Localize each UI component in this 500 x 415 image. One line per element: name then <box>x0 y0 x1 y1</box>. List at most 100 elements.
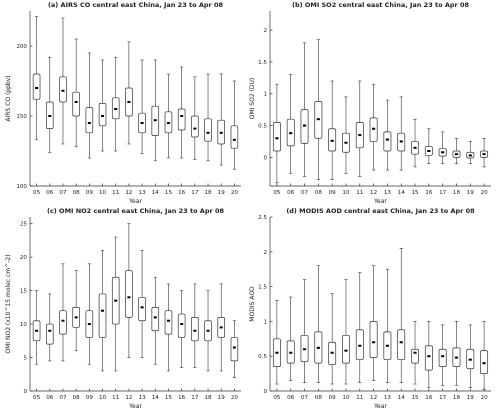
box-13 <box>138 250 146 358</box>
box-15 <box>164 283 173 372</box>
box-06 <box>286 74 295 174</box>
box-08 <box>314 265 323 383</box>
iqr-box <box>46 323 54 345</box>
box-11 <box>355 80 364 177</box>
box-05 <box>32 290 41 365</box>
y-tick-label: 100 <box>16 184 27 190</box>
x-tick-label: 06 <box>46 395 54 401</box>
x-tick-label: 10 <box>342 190 350 196</box>
x-tick-label: 16 <box>425 395 433 401</box>
x-axis-label: Year <box>128 198 142 205</box>
x-tick-label: 07 <box>59 395 67 401</box>
iqr-box <box>98 293 107 338</box>
x-tick-label: 20 <box>231 190 239 196</box>
iqr-box <box>369 321 378 358</box>
iqr-box <box>424 345 433 371</box>
box-20 <box>230 320 239 378</box>
y-axis-label: OMI SO2 (DU) <box>249 78 256 120</box>
x-tick-label: 08 <box>315 395 323 401</box>
x-tick-label: 05 <box>273 395 281 401</box>
chart-panel-4: (d) MODIS AOD central east China, Jan 23… <box>249 207 491 410</box>
box-07 <box>59 263 67 362</box>
box-19 <box>217 73 225 166</box>
box-10 <box>342 96 350 174</box>
x-tick-label: 19 <box>218 395 226 401</box>
box-14 <box>151 59 160 162</box>
x-tick-label: 07 <box>301 190 309 196</box>
y-tick-label: 0.5 <box>258 354 267 360</box>
x-tick-label: 06 <box>287 190 295 196</box>
box-17 <box>438 324 447 386</box>
iqr-box <box>230 125 239 149</box>
y-tick-label: 1 <box>263 319 267 325</box>
x-tick-label: 13 <box>384 395 392 401</box>
x-tick-label: 08 <box>73 395 81 401</box>
y-tick-label: 15 <box>20 289 28 295</box>
x-tick-label: 12 <box>125 190 132 196</box>
box-14 <box>397 96 406 171</box>
box-11 <box>111 56 120 152</box>
x-tick-label: 11 <box>356 190 364 196</box>
box-18 <box>452 321 461 386</box>
x-axis-label: Year <box>373 403 387 410</box>
x-tick-label: 20 <box>481 395 489 401</box>
box-15 <box>411 118 419 168</box>
x-tick-label: 08 <box>73 190 81 196</box>
x-axis-label: Year <box>128 403 142 410</box>
x-tick-label: 06 <box>287 395 295 401</box>
x-tick-label: 07 <box>59 190 67 196</box>
box-09 <box>328 80 337 180</box>
box-15 <box>411 321 419 385</box>
box-10 <box>342 279 350 385</box>
x-tick-label: 09 <box>86 190 94 196</box>
y-tick-label: 200 <box>16 44 27 50</box>
chart-title: (a) AIRS CO central east China, Jan 23 t… <box>48 1 224 9</box>
box-10 <box>98 250 107 372</box>
x-tick-label: 14 <box>398 190 406 196</box>
y-tick-label: 1.5 <box>258 60 267 66</box>
x-tick-label: 17 <box>439 190 447 196</box>
box-16 <box>177 290 186 368</box>
y-tick-label: 10 <box>20 322 28 328</box>
y-tick-label: 5 <box>23 356 27 362</box>
box-18 <box>452 137 461 165</box>
x-axis-label: Year <box>373 198 387 205</box>
box-09 <box>85 52 94 159</box>
box-12 <box>125 223 133 358</box>
iqr-box <box>72 91 80 117</box>
box-20 <box>230 80 239 170</box>
iqr-box <box>480 350 489 374</box>
box-06 <box>286 296 295 381</box>
iqr-box <box>151 306 160 332</box>
iqr-box <box>411 348 419 364</box>
x-tick-label: 08 <box>315 190 323 196</box>
y-tick-label: 2.5 <box>258 215 267 221</box>
box-05 <box>32 16 41 141</box>
x-tick-label: 17 <box>439 395 447 401</box>
x-tick-label: 05 <box>273 190 281 196</box>
x-tick-label: 05 <box>33 190 41 196</box>
y-tick-label: 2 <box>263 250 267 256</box>
y-tick-label: 25 <box>20 222 28 228</box>
x-tick-label: 16 <box>178 395 186 401</box>
iqr-box <box>59 76 67 103</box>
y-tick-label: 0 <box>263 155 267 161</box>
x-tick-label: 15 <box>165 190 173 196</box>
x-tick-label: 13 <box>139 395 147 401</box>
chart-title: (d) MODIS AOD central east China, Jan 23… <box>286 207 475 215</box>
x-tick-label: 12 <box>370 190 377 196</box>
chart-title: (c) OMI NO2 central east China, Jan 23 t… <box>47 207 224 215</box>
x-tick-label: 10 <box>99 395 107 401</box>
x-tick-label: 17 <box>191 395 199 401</box>
y-axis-label: AIRS CO (ppbv) <box>5 75 12 121</box>
box-11 <box>355 272 364 383</box>
box-18 <box>204 73 212 162</box>
box-18 <box>204 290 212 372</box>
iqr-box <box>32 73 41 100</box>
box-17 <box>438 131 447 165</box>
iqr-box <box>164 310 173 335</box>
x-tick-label: 09 <box>329 395 337 401</box>
x-tick-label: 18 <box>204 395 212 401</box>
chart-panel-1: (a) AIRS CO central east China, Jan 23 t… <box>5 1 241 205</box>
x-tick-label: 11 <box>112 190 120 196</box>
